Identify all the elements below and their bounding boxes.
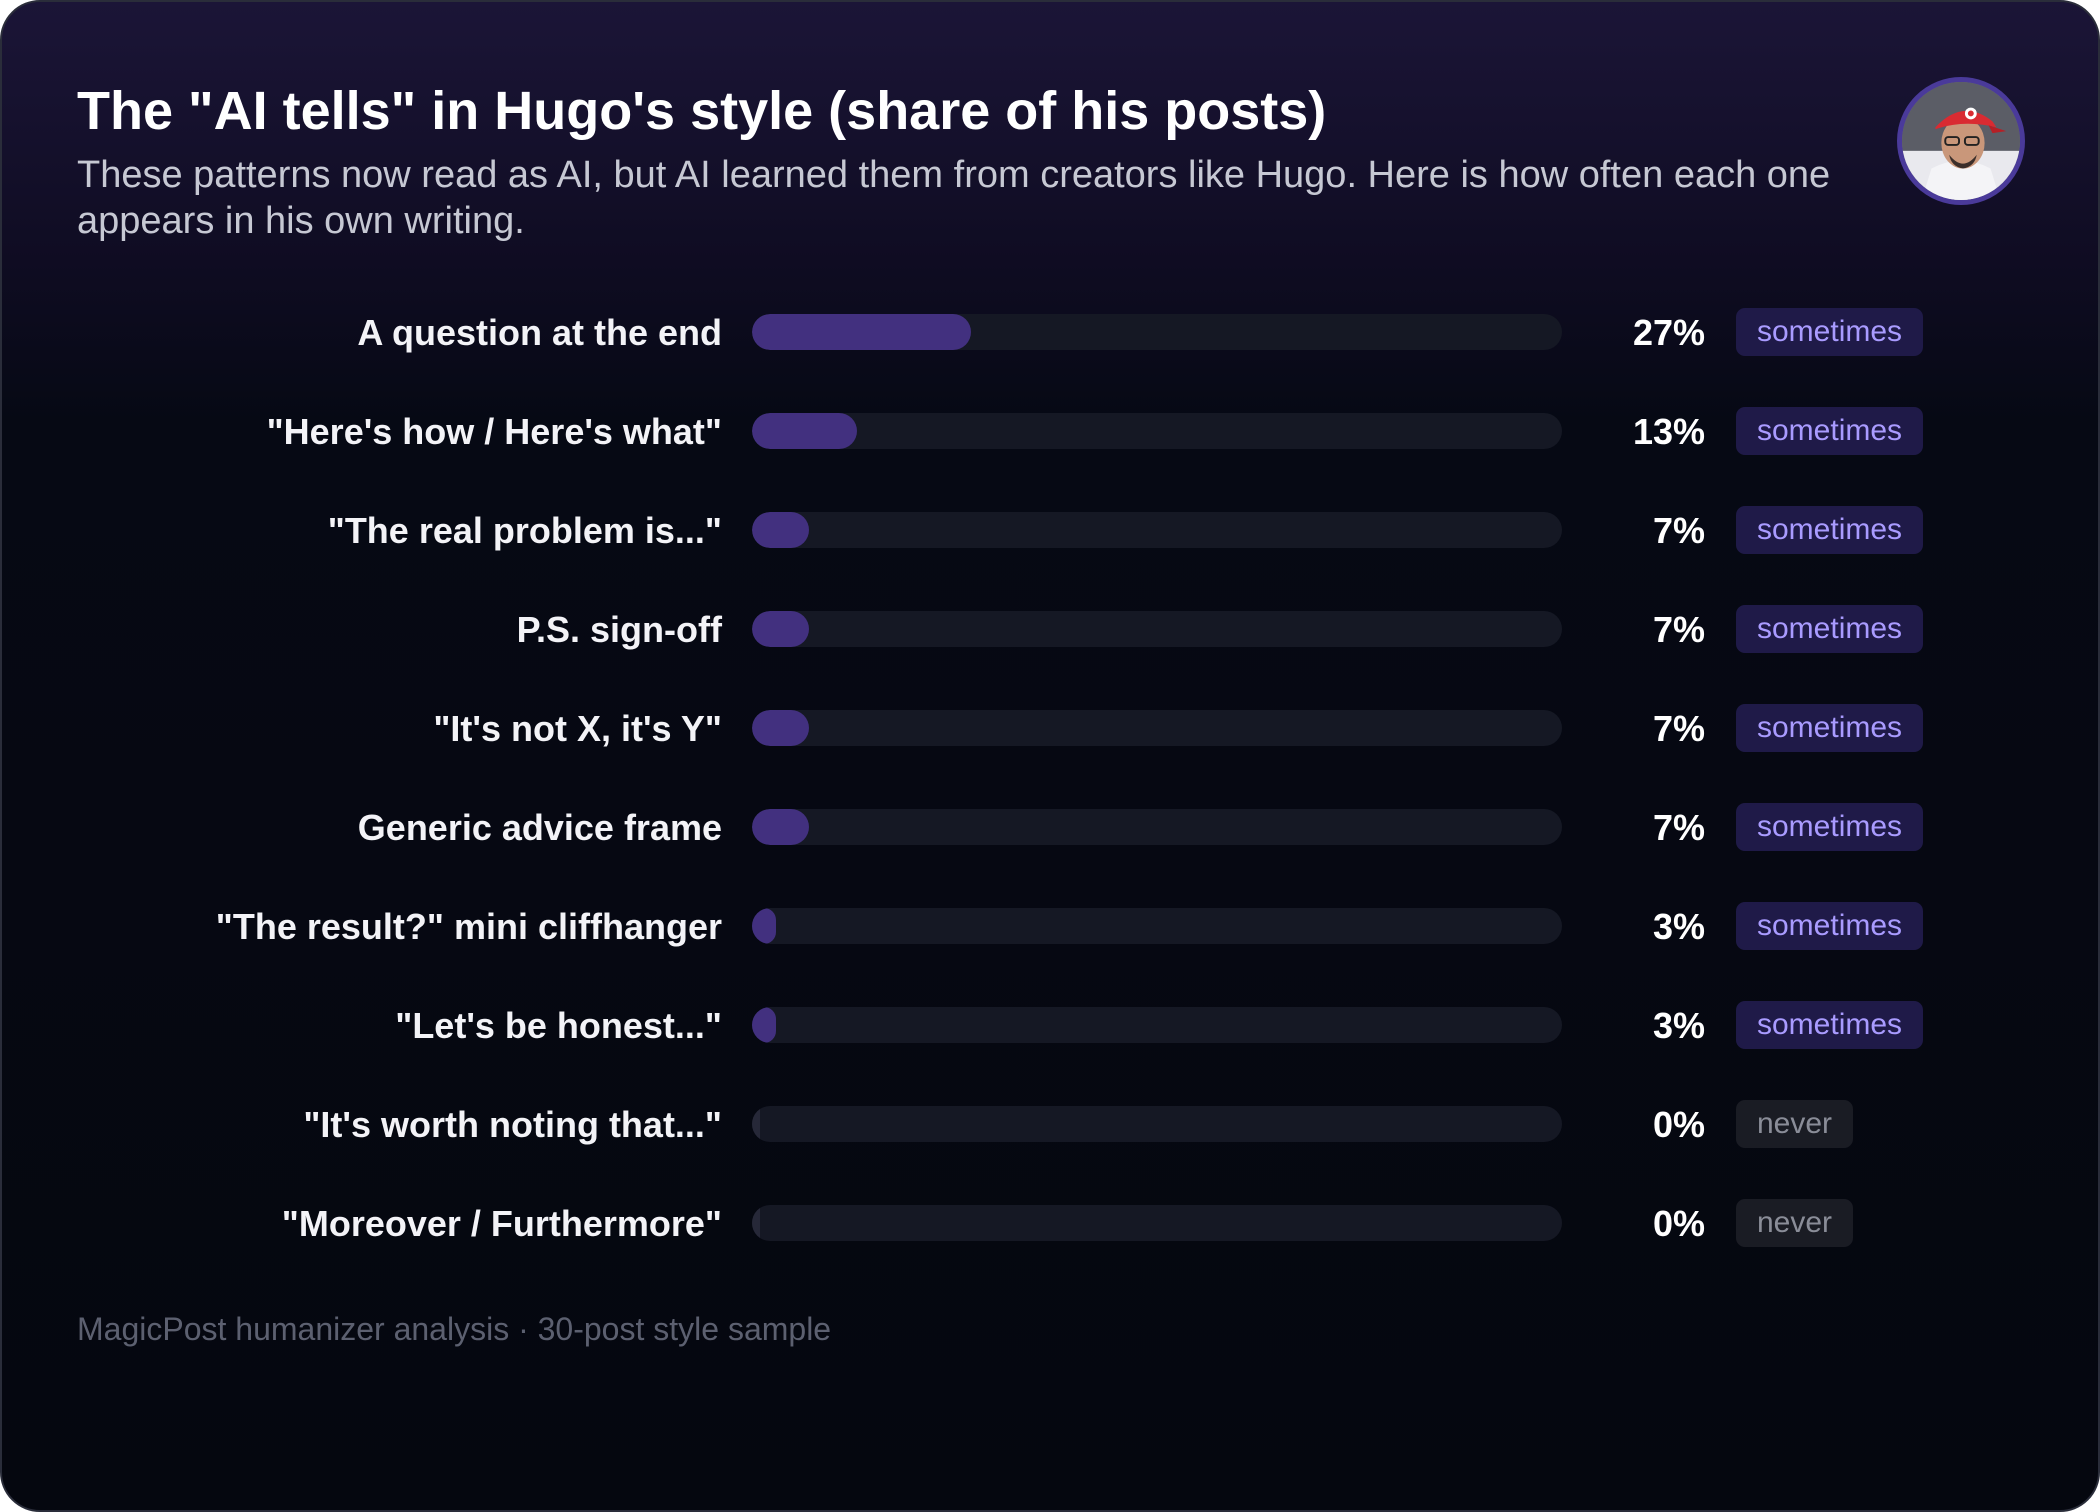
category-label: "Let's be honest..." <box>395 1005 722 1046</box>
category-label: "It's not X, it's Y" <box>433 708 722 749</box>
bar-row: Generic advice frame 7% sometimes <box>2 787 2098 886</box>
frequency-badge: sometimes <box>1736 605 1924 653</box>
bar-fill <box>752 611 809 647</box>
frequency-badge: sometimes <box>1736 1001 1924 1049</box>
bar-track <box>752 908 1562 944</box>
bar-track <box>752 314 1562 350</box>
category-label: "It's worth noting that..." <box>303 1104 722 1145</box>
bar-track <box>752 512 1562 548</box>
bar-row: "Let's be honest..." 3% sometimes <box>2 985 2098 1084</box>
value-label: 0% <box>1652 1203 1705 1244</box>
bar-track <box>752 1205 1562 1241</box>
frequency-badge: sometimes <box>1736 308 1924 356</box>
bar-fill <box>752 512 809 548</box>
bar-row: P.S. sign-off 7% sometimes <box>2 589 2098 688</box>
bar-fill <box>752 809 809 845</box>
user-avatar-icon <box>1902 82 2020 200</box>
frequency-badge: never <box>1736 1199 1854 1247</box>
frequency-badge: sometimes <box>1736 506 1924 554</box>
chart-source-note: MagicPost humanizer analysis · 30-post s… <box>77 1311 832 1347</box>
category-label: P.S. sign-off <box>516 609 722 650</box>
value-label: 7% <box>1652 708 1705 749</box>
value-label: 7% <box>1652 807 1705 848</box>
bar-row: "Moreover / Furthermore" 0% never <box>2 1183 2098 1282</box>
bar-row: A question at the end 27% sometimes <box>2 292 2098 391</box>
frequency-badge: never <box>1736 1100 1854 1148</box>
bar-track <box>752 1106 1562 1142</box>
category-label: A question at the end <box>357 312 722 353</box>
bar-fill <box>752 413 858 449</box>
bar-track <box>752 413 1562 449</box>
bar-row: "It's worth noting that..." 0% never <box>2 1084 2098 1183</box>
bar-fill <box>752 1205 760 1241</box>
bar-fill <box>752 908 777 944</box>
category-label: "The real problem is..." <box>327 510 722 551</box>
frequency-badge: sometimes <box>1736 704 1924 752</box>
category-label: "Here's how / Here's what" <box>266 411 722 452</box>
value-label: 13% <box>1632 411 1705 452</box>
bar-track <box>752 710 1562 746</box>
value-label: 27% <box>1632 312 1705 353</box>
bar-fill <box>752 1106 760 1142</box>
frequency-badge: sometimes <box>1736 407 1924 455</box>
chart-title: The "AI tells" in Hugo's style (share of… <box>77 81 1327 141</box>
bar-track <box>752 611 1562 647</box>
bar-row: "The real problem is..." 7% sometimes <box>2 490 2098 589</box>
frequency-badge: sometimes <box>1736 803 1924 851</box>
category-label: Generic advice frame <box>357 807 722 848</box>
bar-row: "It's not X, it's Y" 7% sometimes <box>2 688 2098 787</box>
value-label: 3% <box>1652 906 1705 947</box>
value-label: 0% <box>1652 1104 1705 1145</box>
bar-fill <box>752 710 809 746</box>
bar-fill <box>752 1007 777 1043</box>
value-label: 7% <box>1652 609 1705 650</box>
bar-track <box>752 1007 1562 1043</box>
category-label: "Moreover / Furthermore" <box>281 1203 722 1244</box>
chart-subtitle: These patterns now read as AI, but AI le… <box>77 154 1831 242</box>
bar-track <box>752 809 1562 845</box>
bar-fill <box>752 314 971 350</box>
value-label: 3% <box>1652 1005 1705 1046</box>
value-label: 7% <box>1652 510 1705 551</box>
category-label: "The result?" mini cliffhanger <box>215 906 722 947</box>
bar-row: "The result?" mini cliffhanger 3% sometime… <box>2 886 2098 985</box>
bar-row: "Here's how / Here's what" 13% sometimes <box>2 391 2098 490</box>
frequency-badge: sometimes <box>1736 902 1924 950</box>
avatar <box>1897 77 2025 205</box>
